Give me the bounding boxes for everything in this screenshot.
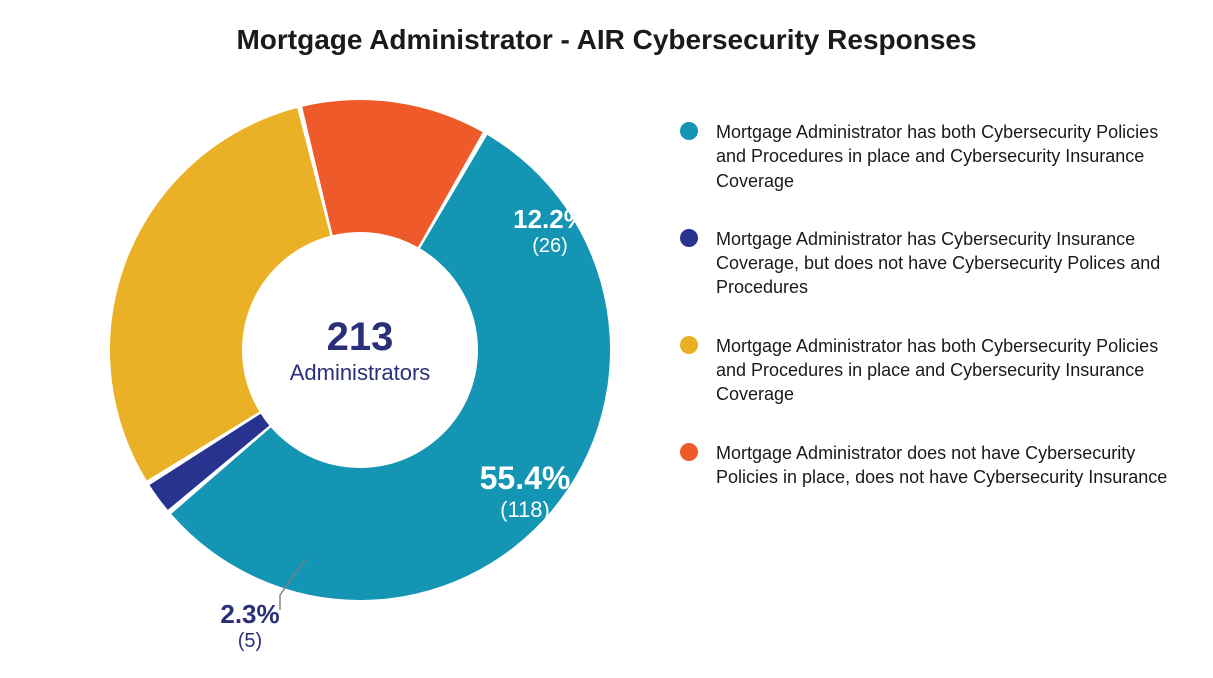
legend-text-none: Mortgage Administrator does not have Cyb… [716,441,1180,490]
legend-text-both: Mortgage Administrator has both Cybersec… [716,120,1180,193]
slice-count-insurance-only: (5) [180,630,320,653]
legend-item-both: Mortgage Administrator has both Cybersec… [680,120,1180,193]
chart-title: Mortgage Administrator - AIR Cybersecuri… [0,24,1213,56]
donut-slice-both-2 [110,108,330,480]
legend-item-both-2: Mortgage Administrator has both Cybersec… [680,334,1180,407]
legend-swatch-both-2 [680,336,698,354]
legend-item-insurance-only: Mortgage Administrator has Cybersecurity… [680,227,1180,300]
legend-swatch-insurance-only [680,229,698,247]
legend-swatch-none [680,443,698,461]
legend: Mortgage Administrator has both Cybersec… [680,120,1180,523]
donut-chart [80,70,640,630]
legend-text-both-2: Mortgage Administrator has both Cybersec… [716,334,1180,407]
legend-text-insurance-only: Mortgage Administrator has Cybersecurity… [716,227,1180,300]
legend-swatch-both [680,122,698,140]
legend-item-none: Mortgage Administrator does not have Cyb… [680,441,1180,490]
